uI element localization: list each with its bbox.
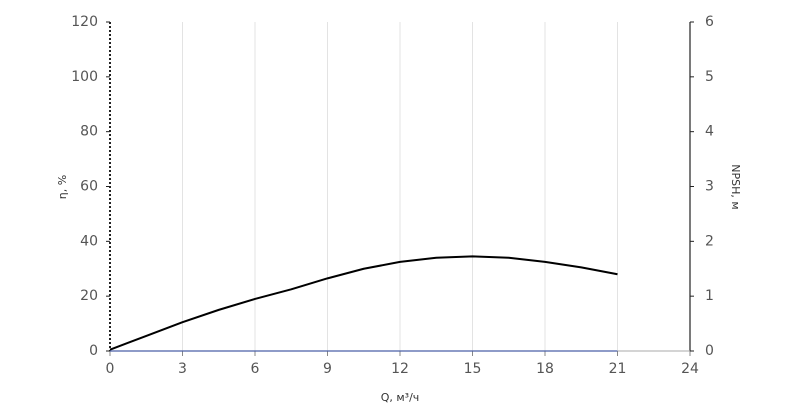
x-tick-label: 21 [609,361,627,377]
y-tick-label: 20 [80,288,98,304]
y-tick-label: 0 [89,343,98,359]
x-tick-label: 12 [391,361,409,377]
x-tick-label: 24 [681,361,699,377]
y2-axis-title: NPSH, м [729,164,742,209]
y-tick-label: 60 [80,179,98,195]
y2-tick-label: 2 [705,233,714,249]
y-axis-title: η, % [56,175,69,199]
y2-tick-label: 6 [705,14,714,30]
x-tick-label: 3 [178,361,187,377]
x-tick-label: 15 [464,361,482,377]
y2-tick-label: 3 [705,179,714,195]
x-tick-label: 0 [106,361,115,377]
y-tick-label: 80 [80,124,98,140]
y-tick-label: 120 [71,14,98,30]
y-tick-label: 40 [80,233,98,249]
x-tick-label: 6 [251,361,260,377]
x-tick-label: 18 [536,361,554,377]
y2-tick-label: 1 [705,288,714,304]
series-line [109,255,618,351]
y2-tick-label: 4 [705,124,714,140]
x-axis-title: Q, м³/ч [381,391,420,404]
x-tick-label: 9 [323,361,332,377]
y2-tick-label: 0 [705,343,714,359]
y-tick-label: 100 [71,69,98,85]
y2-tick-label: 5 [705,69,714,85]
